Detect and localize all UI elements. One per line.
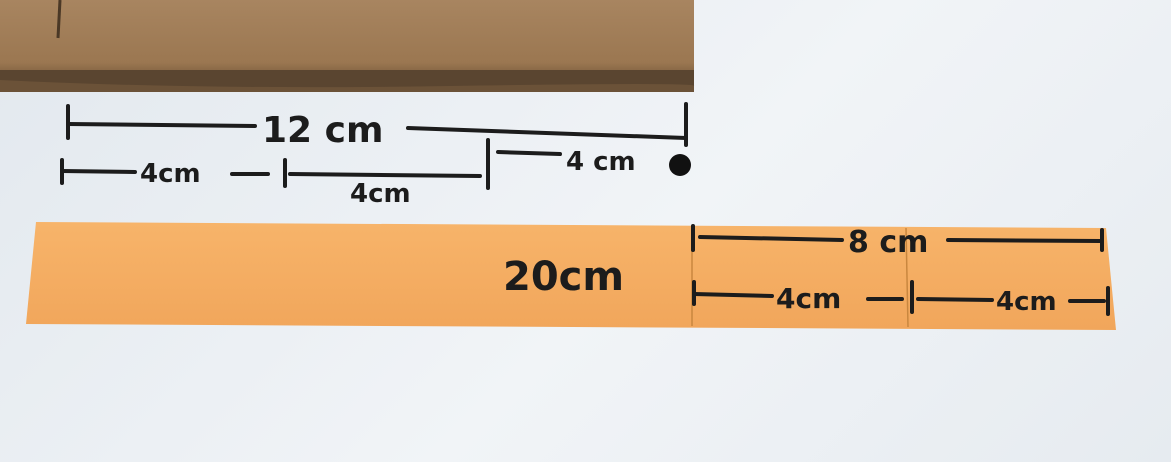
strip-right-total-label: 8 cm <box>848 225 928 260</box>
strip-measure-segments <box>692 280 1110 316</box>
cardboard-measure-segments <box>60 138 562 190</box>
strip-total-label: 20cm <box>503 254 624 300</box>
cardboard-measure-total <box>66 102 688 147</box>
cardboard-piece <box>0 0 695 92</box>
cardboard-segment-label-2: 4cm <box>350 179 411 209</box>
strip-measure-total <box>691 224 1104 252</box>
ink-blot <box>669 154 691 176</box>
strip-segment-label-1: 4cm <box>776 282 841 315</box>
strip-segment-label-2: 4cm <box>996 287 1057 317</box>
cardboard-segment-label-1: 4cm <box>140 159 201 189</box>
cardboard-total-label: 12 cm <box>262 110 383 151</box>
cardboard-segment-label-3: 4 cm <box>566 147 636 177</box>
